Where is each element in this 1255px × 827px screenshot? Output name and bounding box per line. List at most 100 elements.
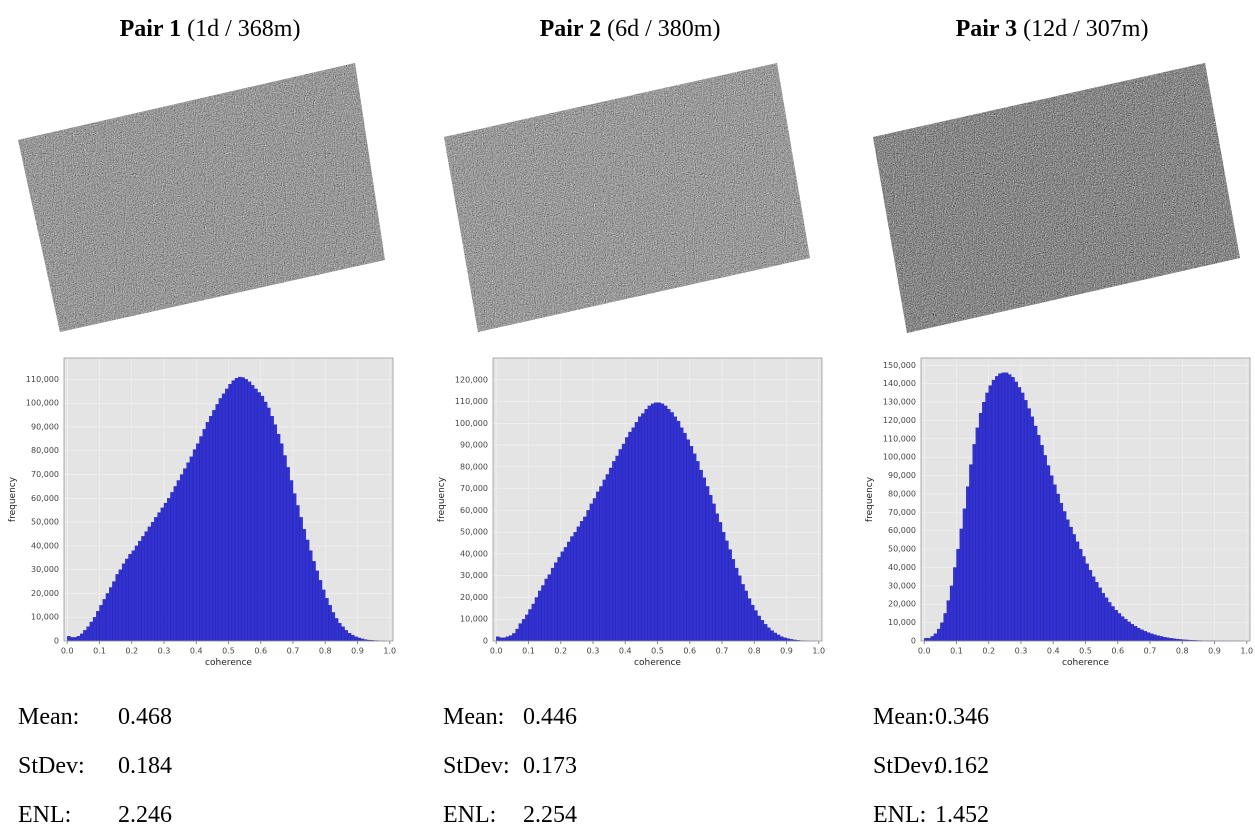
x-tick-label: 0.9 [780,647,793,656]
bar [279,443,284,642]
bar [1130,624,1135,642]
bar [1078,548,1083,642]
bar [289,480,294,642]
bar [118,569,123,642]
bar [186,462,190,642]
x-tick-label: 0.5 [222,647,235,656]
x-tick-label: 0.0 [490,647,503,656]
sar-image [873,63,1240,333]
bar [1133,626,1138,642]
stat-value: 0.446 [523,704,577,730]
x-tick-label: 0.9 [351,647,364,656]
bar [641,413,645,642]
bar [1114,609,1118,642]
bar [105,593,110,642]
y-tick-label: 10,000 [888,618,916,627]
stat-label: StDev: [443,753,510,779]
bar [276,433,281,642]
bar [76,636,81,642]
bar [334,618,339,642]
bar [212,410,216,642]
bar [1153,634,1157,642]
y-tick-label: 140,000 [883,379,916,388]
bar [557,557,561,642]
bar [1036,435,1041,642]
title-subtitle: (12d / 307m) [1023,16,1148,42]
bar [160,507,165,642]
bar [754,610,758,642]
bar [634,422,639,642]
bar [67,636,71,642]
bar [628,431,632,642]
bar [354,636,358,642]
x-tick-label: 0.6 [1111,647,1124,656]
bar [962,508,967,642]
bar [1082,556,1086,642]
bar [1065,519,1070,642]
x-tick-label: 0.8 [748,647,761,656]
bar [673,416,678,642]
bar [173,486,178,642]
x-axis-label: coherence [205,658,252,668]
bar [966,486,970,642]
y-tick-label: 20,000 [460,593,488,602]
bar [560,551,565,642]
bar [344,630,348,642]
bar [1127,621,1131,642]
bar [660,403,665,642]
bar [1001,372,1006,642]
bar [1014,381,1018,642]
plot-frame [63,357,394,642]
title-subtitle: (6d / 380m) [607,16,720,42]
bar [496,636,500,642]
bar [1085,563,1089,642]
x-tick-label: 0.1 [950,647,963,656]
bar [109,587,113,642]
bar [292,493,297,642]
bar [1056,493,1060,642]
bar [933,633,938,642]
y-tick-label: 80,000 [888,489,916,498]
bar [1011,377,1015,642]
y-tick-label: 60,000 [31,494,59,503]
bar [686,439,690,642]
bar [247,381,252,642]
bar [927,638,931,642]
y-axis-label: frequency [8,476,18,522]
bar [531,603,536,642]
sar-image [18,63,385,332]
bar [312,561,316,642]
y-tick-label: 40,000 [31,541,59,550]
bar [318,580,323,642]
bar [972,444,976,642]
plot-frame [920,357,1251,642]
bar [231,380,236,642]
bar [975,427,980,642]
title-bold: Pair 1 [120,16,182,42]
y-tick-label: 60,000 [888,526,916,535]
bar [647,405,652,642]
x-tick-label: 0.5 [651,647,664,656]
bar [350,634,355,642]
stat-label: ENL: [443,802,496,827]
chart-title: Pair 2 (6d / 380m) [540,16,721,42]
bar [192,449,197,642]
bar [1059,503,1064,642]
bar [341,626,345,642]
bar [657,402,661,642]
x-tick-label: 0.7 [287,647,300,656]
stat-value: 0.468 [118,704,172,730]
bar [1091,576,1096,642]
bar [763,624,768,642]
bar [969,464,973,642]
bar [773,632,777,642]
bar [1007,374,1012,642]
bar [234,378,239,642]
bar [750,604,755,642]
x-tick-label: 0.8 [319,647,332,656]
bar [583,516,587,642]
bar [183,468,187,642]
bar [141,536,145,642]
bar [499,637,503,642]
